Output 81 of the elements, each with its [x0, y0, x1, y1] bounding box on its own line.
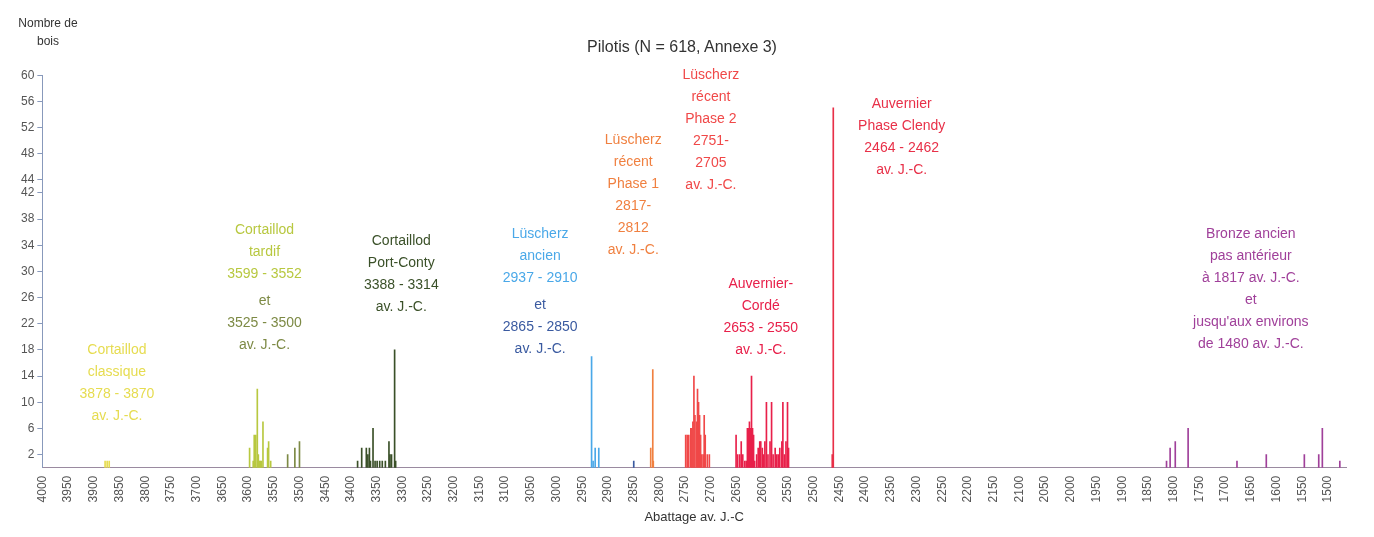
- x-tick-label: 1550: [1294, 475, 1309, 503]
- x-tick-label: 2550: [780, 475, 795, 503]
- x-tick-label: 2800: [651, 475, 666, 503]
- x-tick-label: 2300: [908, 475, 923, 503]
- y-tick-label: 52: [20, 119, 35, 134]
- text: Lüscherz ancien 2937 - 2910: [502, 225, 578, 286]
- x-tick-label: 3500: [291, 475, 306, 503]
- x-tick-label: 4000: [34, 475, 49, 503]
- x-tick-label: 3300: [394, 475, 409, 503]
- x-axis-title: Abattage av. J.-C: [644, 508, 744, 524]
- x-tick-label: 2650: [728, 475, 743, 503]
- y-tick-label: 18: [20, 342, 35, 357]
- y-tick-label: 6: [27, 420, 35, 435]
- x-tick-label: 1700: [1217, 475, 1232, 503]
- y-tick-label: 56: [20, 93, 35, 108]
- x-tick-label: 3150: [471, 475, 486, 503]
- y-tick-label: 34: [20, 237, 35, 252]
- chart-title: Pilotis (N = 618, Annexe 3): [587, 38, 777, 56]
- text: Lüscherz récent Phase 1 2817- 2812 av. J.-C.: [604, 131, 662, 258]
- x-tick-label: 2950: [574, 475, 589, 503]
- x-tick-label: 1600: [1268, 475, 1283, 503]
- x-tick-label: 2850: [626, 475, 641, 503]
- x-tick-label: 2900: [600, 475, 615, 503]
- x-tick-label: 1650: [1243, 475, 1258, 503]
- y-tick-label: 10: [20, 394, 35, 409]
- x-tick-label: 2200: [960, 475, 975, 503]
- x-tick-label: 2450: [831, 475, 846, 503]
- y-axis-title: Nombre de bois: [18, 16, 78, 49]
- y-tick-label: 22: [20, 316, 35, 331]
- x-tick-label: 3100: [497, 475, 512, 503]
- x-tick-label: 3350: [368, 475, 383, 503]
- x-tick-label: 3400: [343, 475, 358, 503]
- text: Cortaillod classique 3878 - 3870 av. J.-C.: [79, 340, 155, 423]
- x-tick-label: 2500: [806, 475, 821, 503]
- x-tick-label: 1750: [1191, 475, 1206, 503]
- x-tick-label: 3450: [317, 475, 332, 503]
- x-tick-label: 3000: [548, 475, 563, 503]
- y-tick-label: 30: [20, 263, 35, 278]
- x-tick-label: 1900: [1114, 475, 1129, 503]
- x-tick-label: 2350: [883, 475, 898, 503]
- text: et 2865 - 2850 av. J.-C.: [502, 296, 578, 357]
- series-label: Auvernier Phase Clendy 2464 - 2462 av. J.-C.: [858, 95, 946, 178]
- x-tick-label: 3850: [111, 475, 126, 503]
- y-tick-label: 14: [20, 368, 35, 383]
- x-tick-label: 3900: [86, 475, 101, 503]
- x-tick-label: 1800: [1166, 475, 1181, 503]
- text: et 3525 - 3500 av. J.-C.: [227, 292, 303, 353]
- y-tick-label: 42: [20, 185, 35, 200]
- x-tick-label: 3250: [420, 475, 435, 503]
- x-tick-label: 1950: [1088, 475, 1103, 503]
- x-tick-label: 1500: [1320, 475, 1335, 503]
- text: Bronze ancien pas antérieur à 1817 av. J.-C. et jusqu'aux environs de 1480 av. J.-C.: [1192, 225, 1309, 352]
- x-tick-label: 2750: [677, 475, 692, 503]
- x-tick-label: 2050: [1037, 475, 1052, 503]
- y-tick-label: 38: [20, 211, 35, 226]
- x-tick-label: 3050: [523, 475, 538, 503]
- y-tick-label: 2: [27, 446, 35, 461]
- x-tick-label: 1850: [1140, 475, 1155, 503]
- text: Cortaillod tardif 3599 - 3552: [227, 221, 303, 282]
- text: Lüscherz récent Phase 2 2751- 2705 av. J.-C.: [682, 66, 740, 193]
- x-tick-label: 2250: [934, 475, 949, 503]
- x-tick-label: 3700: [188, 475, 203, 503]
- y-tick-label: 60: [20, 67, 35, 82]
- y-tick-label: 44: [20, 172, 35, 187]
- x-tick-label: 2700: [703, 475, 718, 503]
- x-tick-label: 2400: [857, 475, 872, 503]
- y-tick-label: 26: [20, 289, 35, 304]
- x-tick-label: 2100: [1011, 475, 1026, 503]
- text: Auvernier- Cordé 2653 - 2550 av. J.-C.: [723, 275, 799, 358]
- x-tick-label: 3950: [60, 475, 75, 503]
- x-tick-label: 3800: [137, 475, 152, 503]
- x-tick-label: 3200: [446, 475, 461, 503]
- x-tick-label: 3550: [266, 475, 281, 503]
- text: Cortaillod Port-Conty 3388 - 3314 av. J.-C.: [363, 231, 439, 314]
- x-tick-label: 3650: [214, 475, 229, 503]
- x-tick-label: 2600: [754, 475, 769, 503]
- x-tick-label: 2000: [1063, 475, 1078, 503]
- x-tick-label: 3750: [163, 475, 178, 503]
- x-tick-label: 2150: [986, 475, 1001, 503]
- y-tick-label: 48: [20, 146, 35, 161]
- x-tick-label: 3600: [240, 475, 255, 503]
